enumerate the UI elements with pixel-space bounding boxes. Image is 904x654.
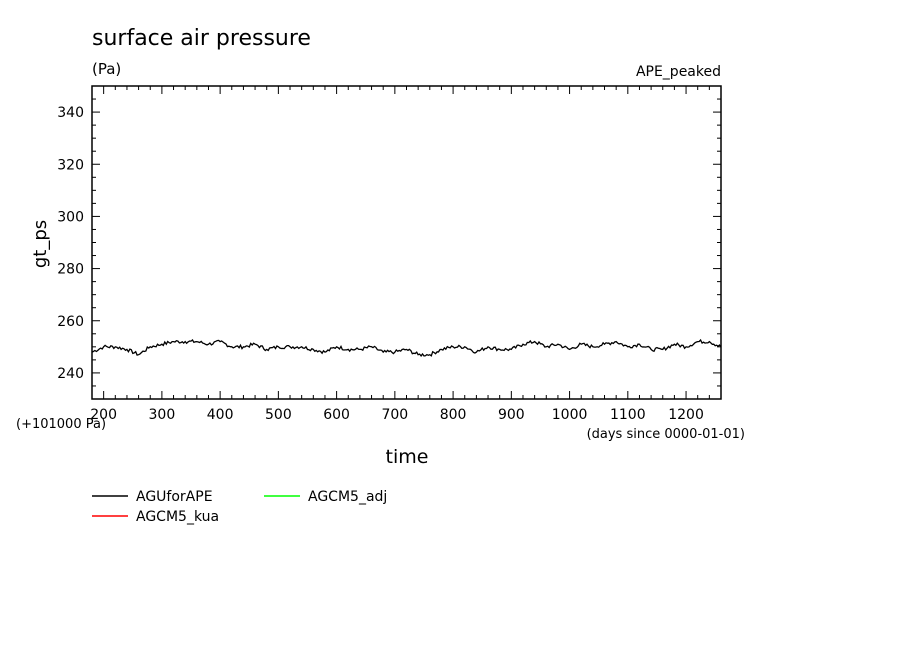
y-tick-label: 320 [57,157,84,173]
y-tick-label: 260 [57,314,84,330]
x-tick-label: 500 [265,407,292,423]
y-offset-label: (+101000 Pa) [16,417,106,432]
x-tick-label: 800 [440,407,467,423]
y-tick-label: 240 [57,366,84,382]
legend: AGUforAPE AGCM5_adj AGCM5_kua [92,489,387,525]
series-line-0 [91,338,722,357]
x-tick-label: 1100 [610,407,646,423]
y-tick-label: 340 [57,105,84,121]
plot-frame [91,85,722,400]
y-tick-label: 280 [57,262,84,278]
axis-ticks: 200 300 400 500 600 700 800 900 1000 1100 1200 240 2… [57,85,722,423]
x-tick-label: 300 [149,407,176,423]
x-tick-label: 1200 [668,407,704,423]
experiment-label: APE_peaked [636,64,721,80]
x-tick-label: 600 [323,407,350,423]
series-layer [91,338,722,357]
y-tick-label: 300 [57,209,84,225]
legend-label-adj: AGCM5_adj [308,489,387,505]
x-tick-label: 700 [381,407,408,423]
y-axis-label: gt_ps [30,220,51,268]
x-tick-label: 900 [498,407,525,423]
legend-label-agu: AGUforAPE [136,489,213,505]
x-tick-label: 200 [90,407,117,423]
chart-title: surface air pressure [92,26,311,51]
x-tick-label: 1000 [552,407,588,423]
units-label: (Pa) [92,60,121,78]
x-units-label: (days since 0000-01-01) [587,427,745,442]
legend-label-kua: AGCM5_kua [136,509,219,525]
x-axis-label: time [386,446,429,468]
x-tick-label: 400 [207,407,234,423]
